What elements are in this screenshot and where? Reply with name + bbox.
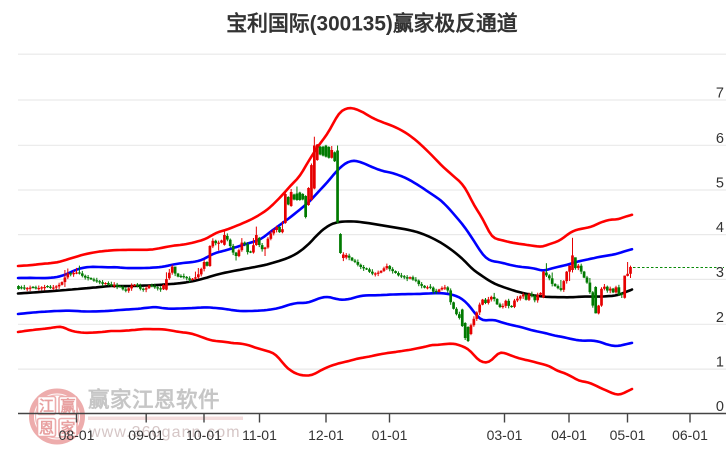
svg-text:www.360gann.com: www.360gann.com <box>88 424 241 441</box>
svg-text:5: 5 <box>716 176 724 192</box>
svg-text:12-01: 12-01 <box>308 427 344 443</box>
svg-text:2: 2 <box>716 310 724 326</box>
svg-text:09-01: 09-01 <box>128 427 164 443</box>
svg-text:10-01: 10-01 <box>186 427 222 443</box>
svg-text:1: 1 <box>716 355 724 371</box>
svg-text:08-01: 08-01 <box>59 427 95 443</box>
svg-text:01-01: 01-01 <box>372 427 408 443</box>
svg-text:03-01: 03-01 <box>487 427 523 443</box>
svg-text:宝利国际(300135)赢家极反通道: 宝利国际(300135)赢家极反通道 <box>226 12 517 36</box>
svg-text:3: 3 <box>716 265 724 281</box>
svg-text:0: 0 <box>716 399 724 415</box>
svg-text:江: 江 <box>39 397 54 415</box>
svg-text:06-01: 06-01 <box>672 427 708 443</box>
svg-text:家: 家 <box>60 419 75 437</box>
svg-text:05-01: 05-01 <box>610 427 646 443</box>
svg-text:恩: 恩 <box>39 420 54 437</box>
svg-text:11-01: 11-01 <box>242 427 277 443</box>
svg-text:7: 7 <box>716 86 724 102</box>
svg-text:赢家江恩软件: 赢家江恩软件 <box>88 387 220 412</box>
svg-text:04-01: 04-01 <box>551 427 587 443</box>
svg-text:4: 4 <box>716 220 724 236</box>
svg-text:6: 6 <box>716 131 724 147</box>
svg-text:赢: 赢 <box>60 397 75 415</box>
